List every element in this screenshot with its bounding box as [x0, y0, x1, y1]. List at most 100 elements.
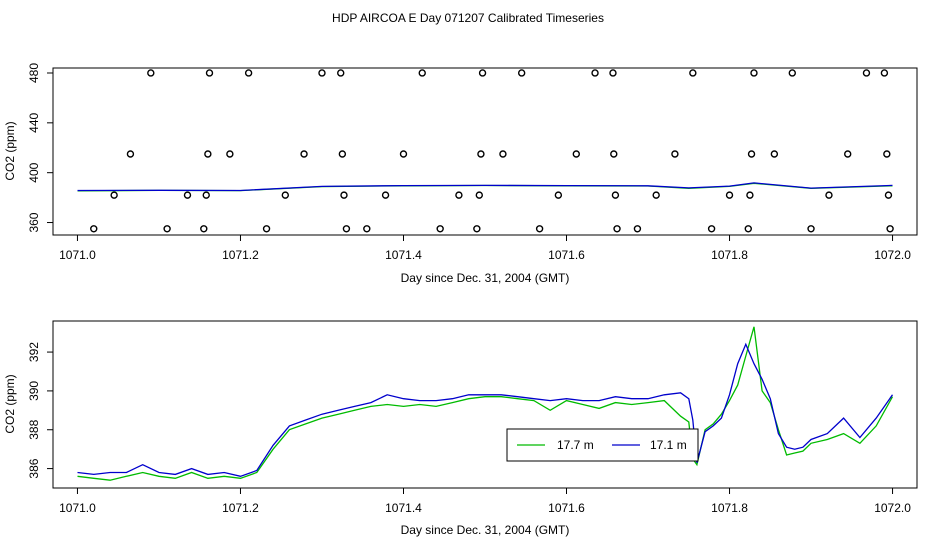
calibration-point: [90, 225, 98, 233]
top-y-axis-title: CO2 (ppm): [3, 121, 17, 180]
top-y-axis: 360 400 440 480: [27, 63, 53, 233]
bottom-x-axis: 1071.0 1071.2 1071.4 1071.6 1071.8 1072.0: [59, 488, 911, 515]
calibration-point: [226, 150, 234, 158]
bottom-y-tick-label: 386: [27, 458, 41, 478]
bottom-series-line-2: [77, 342, 894, 477]
calibration-point: [747, 150, 756, 158]
top-scatter-points: [90, 69, 894, 233]
calibration-point: [744, 225, 752, 233]
calibration-point: [110, 191, 118, 199]
bottom-x-tick-label: 1071.4: [385, 501, 422, 515]
calibration-point: [399, 150, 408, 158]
bottom-series-line-1: [77, 326, 894, 481]
calibration-point: [183, 191, 192, 199]
top-x-tick-label: 1071.6: [548, 248, 585, 262]
calibration-point: [200, 225, 208, 233]
top-series-line-2: [77, 182, 893, 192]
calibration-point: [342, 225, 351, 233]
bottom-y-axis-title: CO2 (ppm): [3, 374, 17, 433]
top-y-tick-label: 480: [27, 63, 41, 83]
top-x-tick-label: 1071.2: [222, 248, 259, 262]
bottom-x-tick-label: 1072.0: [874, 501, 911, 515]
calibration-point: [884, 191, 893, 199]
bottom-x-tick-label: 1071.6: [548, 501, 585, 515]
calibration-point: [725, 191, 734, 199]
calibration-point: [591, 69, 599, 77]
top-y-tick-label: 440: [27, 113, 41, 133]
bottom-y-tick-label: 390: [27, 381, 41, 401]
bottom-x-axis-title: Day since Dec. 31, 2004 (GMT): [401, 523, 570, 537]
calibration-point: [807, 225, 815, 233]
calibration-point: [418, 69, 426, 77]
calibration-point: [436, 225, 444, 233]
calibration-point: [886, 225, 894, 233]
calibration-point: [750, 69, 758, 77]
calibration-point: [381, 191, 390, 199]
calibration-point: [455, 191, 463, 199]
calibration-point: [880, 69, 889, 77]
top-y-tick-label: 360: [27, 212, 41, 232]
calibration-point: [204, 150, 212, 158]
bottom-y-axis: 386 388 390 392: [27, 342, 53, 479]
top-x-axis-title: Day since Dec. 31, 2004 (GMT): [401, 271, 570, 285]
calibration-point: [825, 191, 833, 199]
calibration-point: [205, 69, 214, 77]
calibration-point: [844, 150, 852, 158]
calibration-point: [610, 150, 618, 158]
top-x-tick-label: 1071.4: [385, 248, 422, 262]
bottom-x-tick-label: 1071.2: [222, 501, 259, 515]
legend: 17.7 m 17.1 m: [506, 428, 699, 462]
calibration-point: [770, 150, 779, 158]
calibration-point: [340, 191, 348, 199]
bottom-plot-panel: 1071.0 1071.2 1071.4 1071.6 1071.8 1072.0 386…: [3, 320, 918, 537]
calibration-point: [572, 150, 580, 158]
legend-label-series-1: 17.7 m: [557, 438, 594, 452]
calibration-point: [363, 225, 371, 233]
calibration-point: [788, 69, 796, 77]
top-x-tick-label: 1071.0: [59, 248, 96, 262]
top-x-tick-label: 1071.8: [711, 248, 748, 262]
chart-title: HDP AIRCOA E Day 071207 Calibrated Times…: [332, 11, 604, 25]
calibration-point: [244, 69, 253, 77]
calibration-point: [746, 191, 754, 199]
bottom-plot-frame: [52, 320, 918, 489]
calibration-point: [473, 225, 481, 233]
top-x-axis: 1071.0 1071.2 1071.4 1071.6 1071.8 1072.0: [59, 235, 911, 262]
calibration-point: [707, 225, 716, 233]
top-plot-panel: 1071.0 1071.2 1071.4 1071.6 1071.8 1072.0 360…: [3, 63, 918, 285]
calibration-point: [499, 150, 507, 158]
top-plot-frame: [52, 67, 918, 236]
calibration-point: [478, 69, 487, 77]
bottom-y-tick-label: 392: [27, 342, 41, 362]
calibration-point: [337, 69, 345, 77]
calibration-point: [609, 69, 617, 77]
calibration-point: [689, 69, 697, 77]
calibration-point: [535, 225, 544, 233]
bottom-series-lines: [77, 326, 894, 481]
bottom-x-tick-label: 1071.8: [711, 501, 748, 515]
calibration-point: [611, 191, 620, 199]
calibration-point: [202, 191, 210, 199]
calibration-point: [517, 69, 526, 77]
calibration-point: [477, 150, 485, 158]
bottom-y-tick-label: 388: [27, 419, 41, 439]
calibration-point: [318, 69, 326, 77]
top-y-tick-label: 400: [27, 162, 41, 182]
bottom-x-tick-label: 1071.0: [59, 501, 96, 515]
calibration-point: [652, 191, 660, 199]
calibration-point: [613, 225, 621, 233]
calibration-point: [338, 150, 347, 158]
calibration-point: [475, 191, 483, 199]
legend-label-series-2: 17.1 m: [650, 438, 687, 452]
calibration-point: [262, 225, 271, 233]
calibration-point: [281, 191, 290, 199]
calibration-point: [126, 150, 135, 158]
calibration-point: [300, 150, 308, 158]
calibration-point: [883, 150, 891, 158]
calibration-point: [163, 225, 171, 233]
calibration-point: [671, 150, 679, 158]
top-x-tick-label: 1072.0: [874, 248, 911, 262]
calibration-point: [633, 225, 642, 233]
calibration-point: [554, 191, 563, 199]
